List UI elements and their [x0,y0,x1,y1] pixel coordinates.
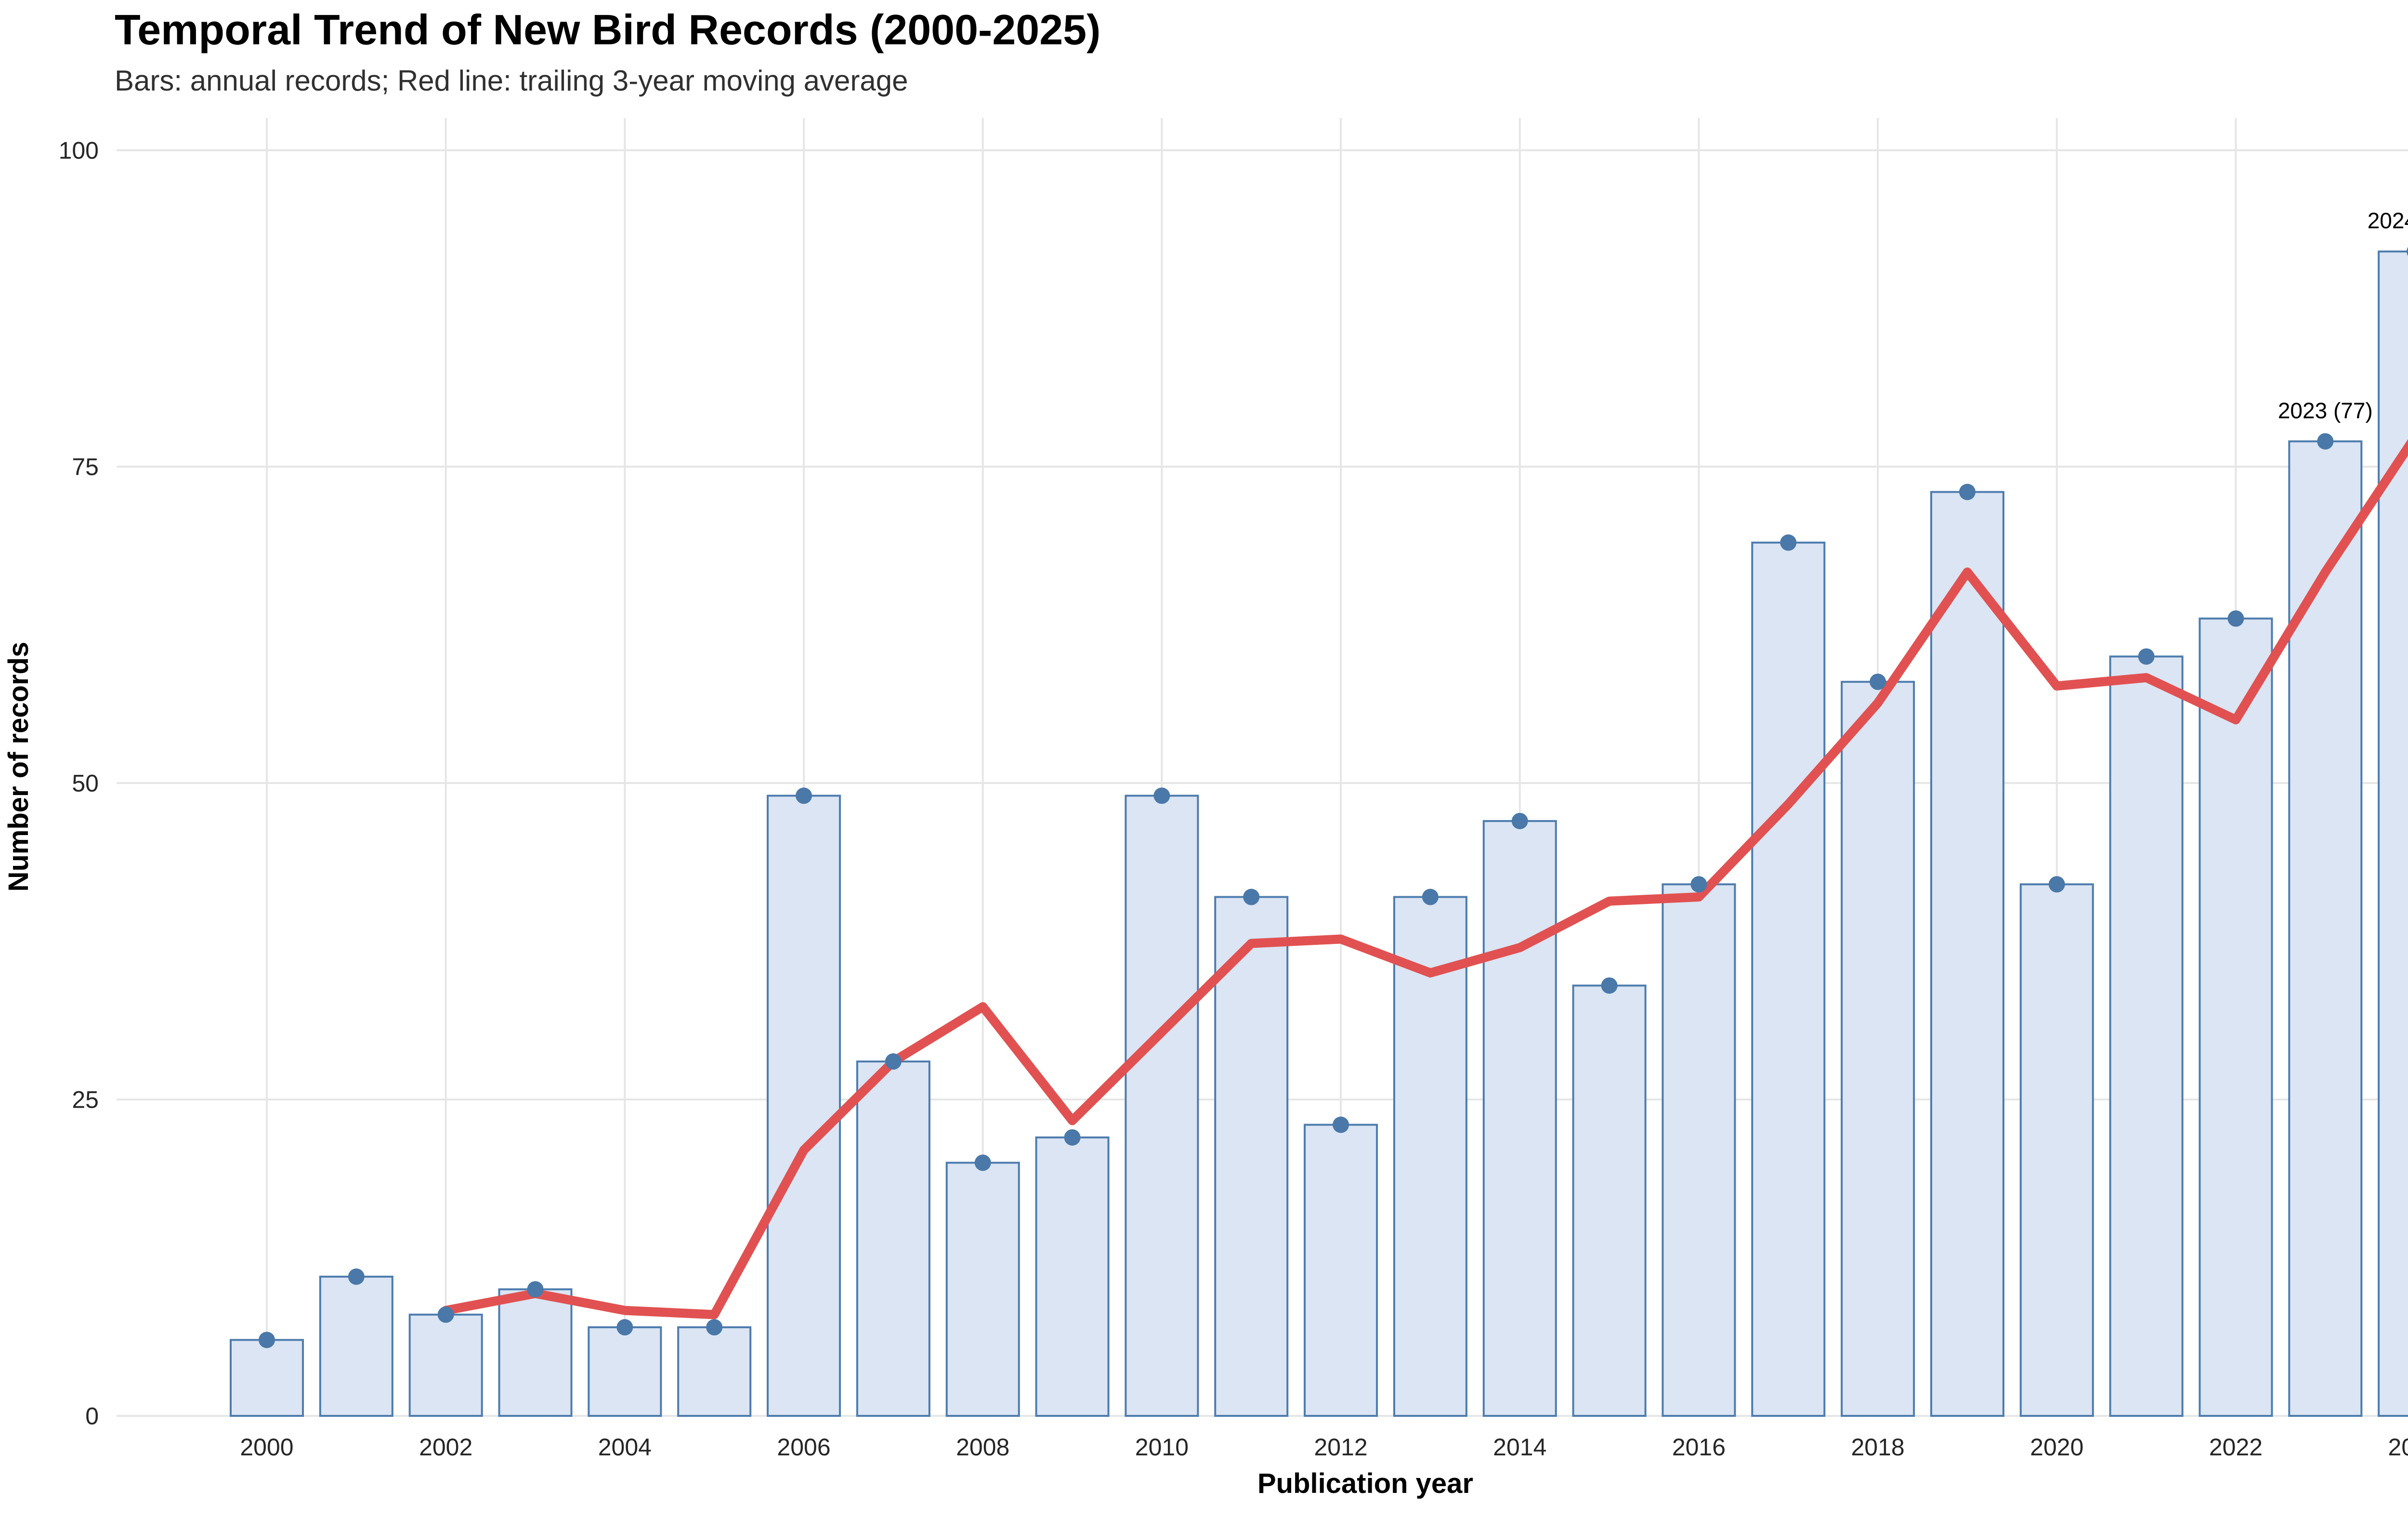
y-tick-100: 100 [59,137,99,164]
x-tick-2016: 2016 [1672,1434,1726,1461]
bar-2021 [2109,655,2184,1417]
dot-2022 [2227,610,2244,627]
y-tick-50: 50 [72,770,99,797]
x-tick-2008: 2008 [956,1434,1009,1461]
dot-2023 [2317,433,2334,450]
x-tick-2022: 2022 [2209,1434,2263,1461]
dot-2004 [616,1319,633,1336]
dot-2024 [2407,247,2408,256]
bar-2024 [2378,250,2408,1417]
x-tick-2002: 2002 [419,1434,472,1461]
y-tick-25: 25 [72,1086,99,1113]
x-tick-2018: 2018 [1851,1434,1905,1461]
bar-2023 [2288,440,2363,1417]
moving-average-polyline [441,439,2408,1320]
x-tick-2024: 2024 [2388,1434,2408,1461]
bar-series [230,250,2408,1417]
bar-2003 [498,1288,573,1417]
bar-2019 [1930,491,2004,1417]
bar-2013 [1393,896,1467,1417]
bar-2009 [1035,1136,1110,1417]
dot-2005 [706,1319,723,1336]
bar-2018 [1841,680,1915,1417]
dot-2001 [348,1268,365,1285]
x-tick-2010: 2010 [1135,1434,1189,1461]
data-point-dots [259,247,2408,1348]
chart-subtitle: Bars: annual records; Red line: trailing… [115,65,908,97]
dot-2014 [1511,812,1528,829]
bar-2011 [1214,896,1289,1417]
dot-2021 [2138,648,2155,665]
dot-2019 [1959,484,1976,500]
y-axis-title: Number of records [3,642,34,892]
x-tick-2014: 2014 [1493,1434,1546,1461]
y-tick-75: 75 [72,454,99,481]
dot-2013 [1422,889,1439,905]
x-tick-2012: 2012 [1314,1434,1367,1461]
bar-2010 [1125,795,1199,1417]
dot-2003 [527,1281,544,1298]
dot-2006 [796,787,812,804]
bar-2005 [677,1326,752,1417]
chart-title: Temporal Trend of New Bird Records (2000… [115,6,1100,53]
bar-2015 [1572,984,1647,1417]
dot-2008 [974,1154,991,1171]
bar-2016 [1662,883,1736,1417]
dot-2000 [259,1332,275,1348]
x-tick-2020: 2020 [2030,1434,2083,1461]
x-tick-2006: 2006 [777,1434,830,1461]
bar-2000 [230,1339,304,1417]
bar-2002 [408,1313,483,1417]
x-axis-title: Publication year [1257,1468,1473,1499]
moving-average-line [441,439,2408,1320]
x-tick-2004: 2004 [598,1434,652,1461]
bar-2020 [2019,883,2094,1417]
dot-2009 [1064,1129,1081,1146]
bar-2017 [1751,541,1826,1417]
bar-2008 [945,1162,1020,1417]
dot-2011 [1243,889,1260,905]
annotation-2024: 2024 (92) [2368,208,2408,233]
y-axis-tick-labels: 0 25 50 75 100 [59,137,99,1430]
annotations: 2023 (77)2024 (92)2025 (80) [2278,208,2408,423]
x-tick-2000: 2000 [240,1434,293,1461]
y-tick-0: 0 [85,1403,99,1430]
dot-2015 [1601,977,1618,994]
dot-2017 [1780,534,1797,551]
bar-2004 [588,1326,662,1417]
bar-2022 [2199,617,2273,1417]
bar-2014 [1482,820,1557,1417]
x-axis-tick-labels: 2000 2002 2004 2006 2008 2010 2012 2014 2016 2018… [240,1434,2408,1461]
dot-2020 [2048,876,2065,893]
bar-2006 [767,795,841,1417]
dot-2018 [1870,673,1886,690]
bar-2007 [856,1060,930,1417]
bar-2012 [1304,1124,1378,1417]
dot-2010 [1153,787,1170,804]
dot-2007 [885,1053,902,1070]
dot-2002 [437,1306,454,1323]
annotation-2023: 2023 (77) [2278,398,2373,423]
dot-2012 [1333,1116,1349,1133]
bar-2001 [319,1275,393,1417]
dot-2016 [1690,876,1707,893]
